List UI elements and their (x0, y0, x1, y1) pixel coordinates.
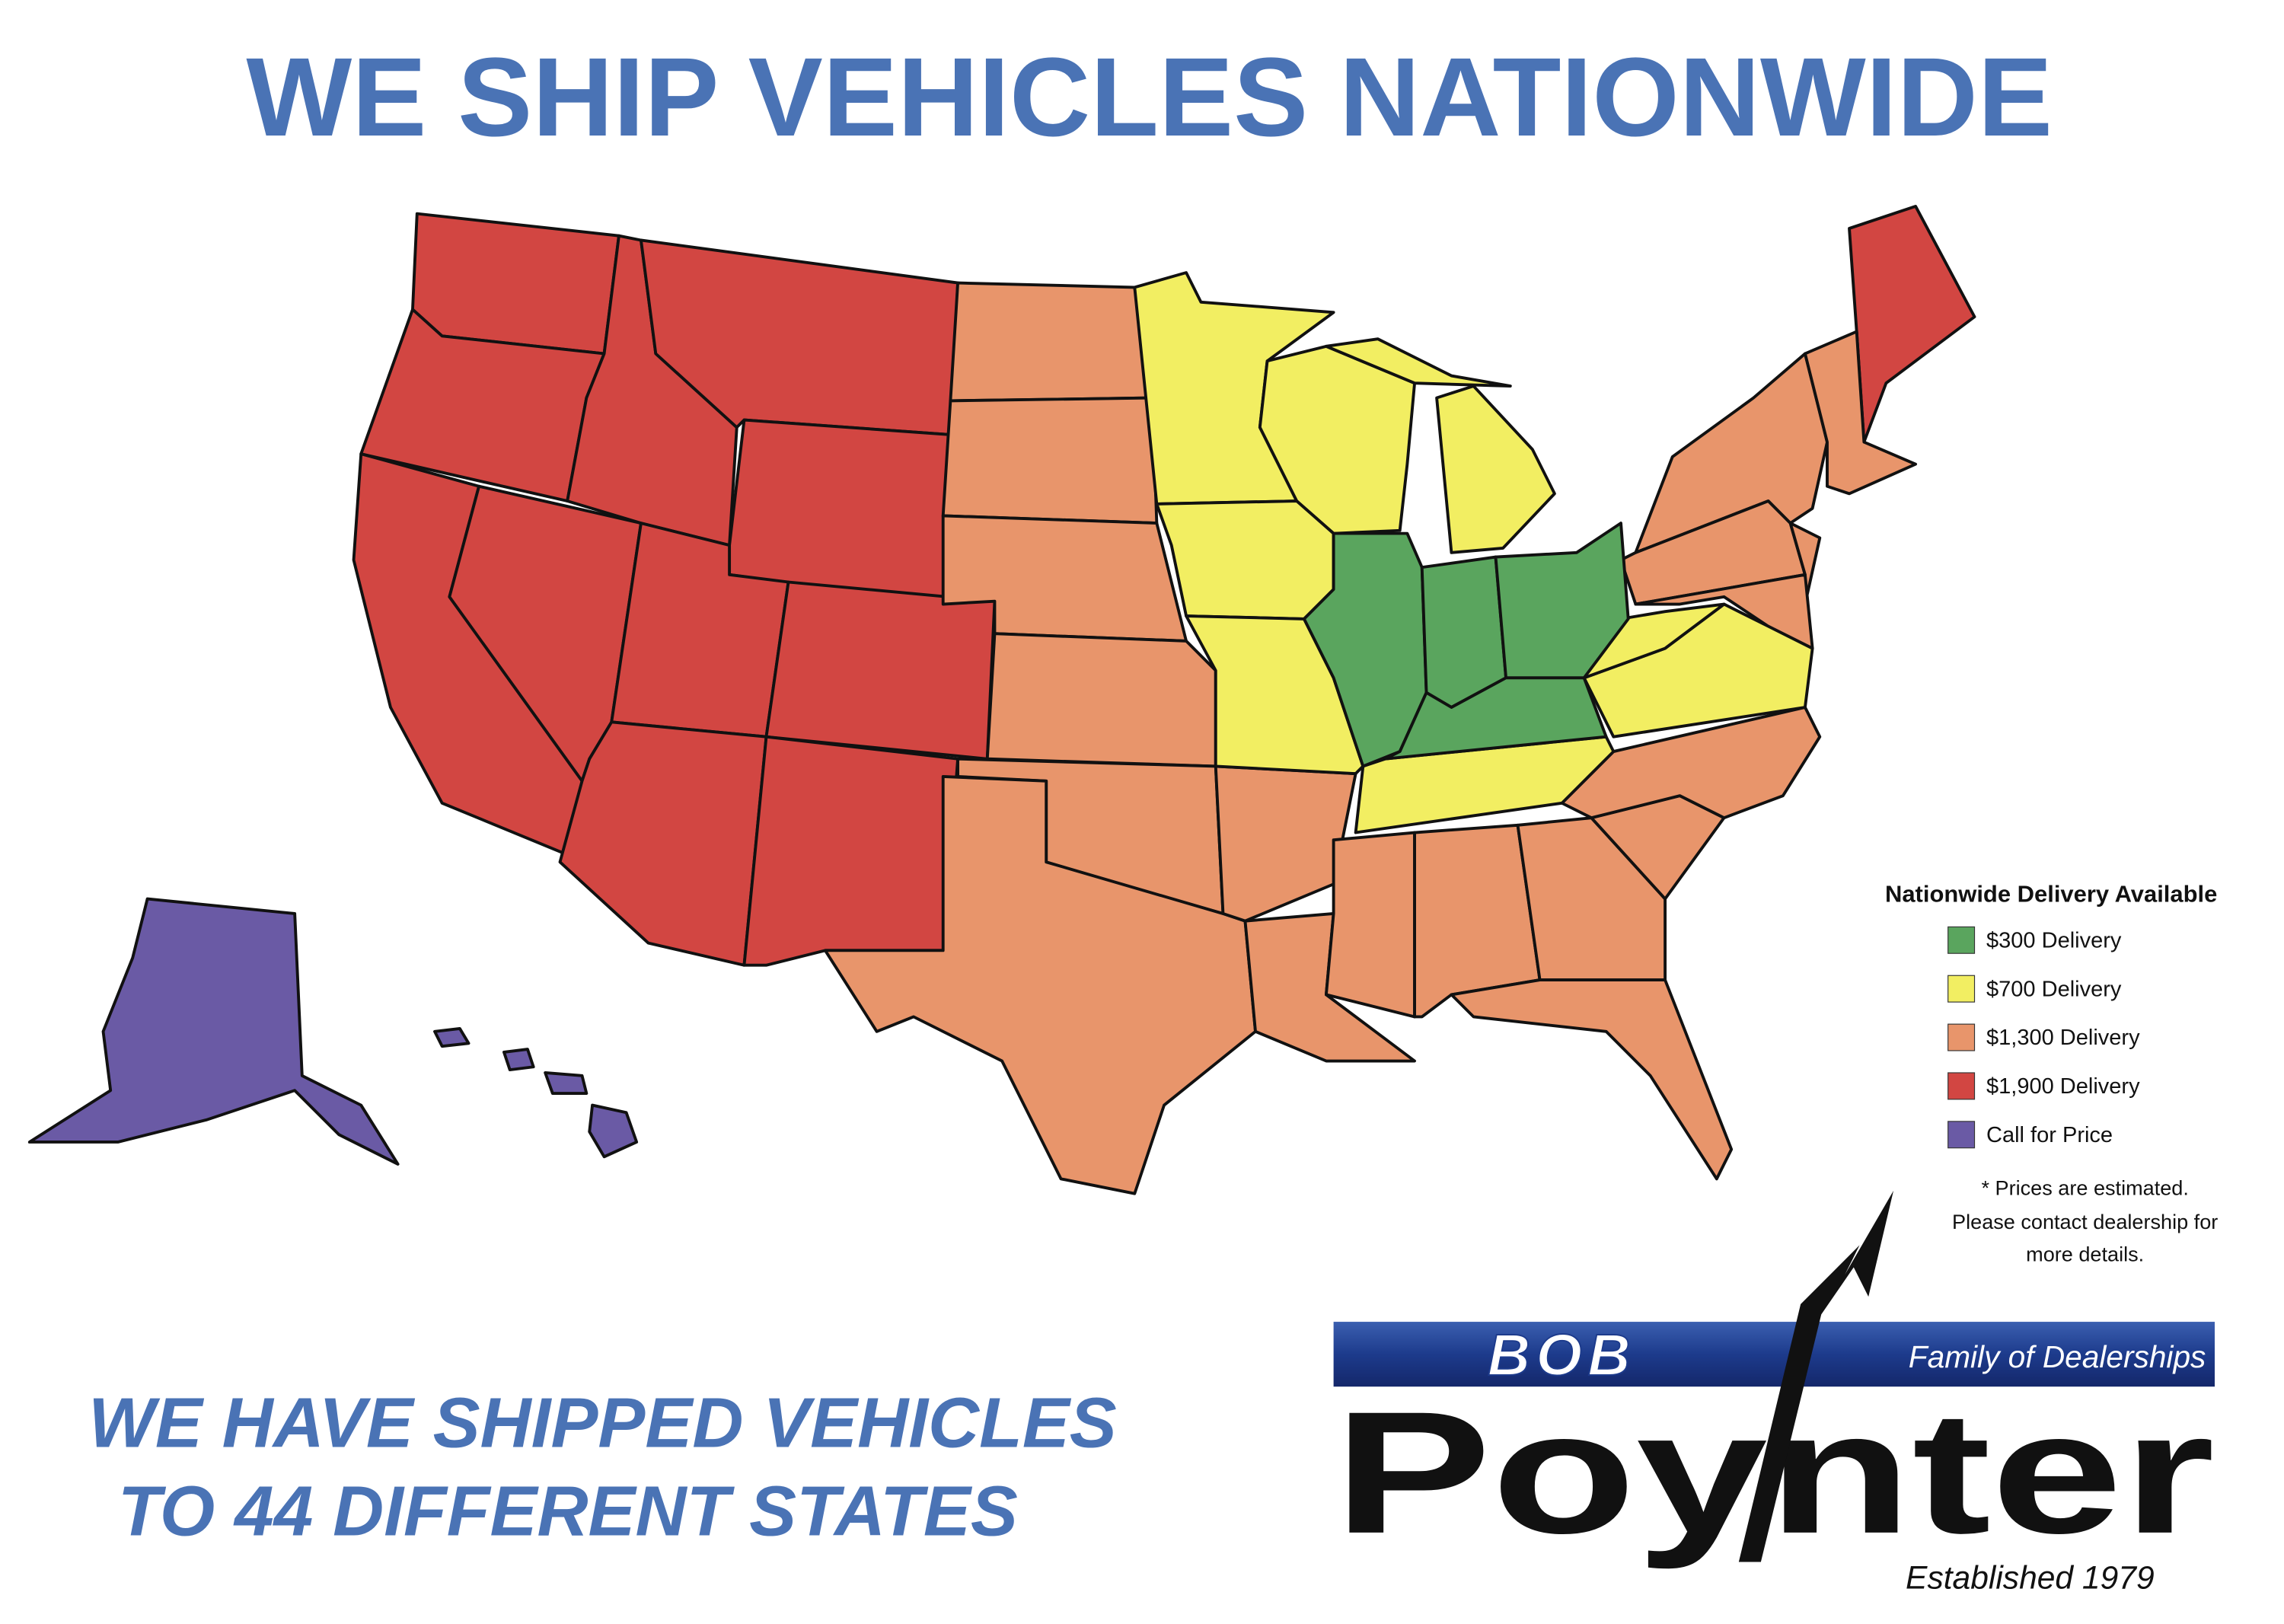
legend-swatch (1947, 1072, 1976, 1100)
state (985, 632, 1217, 768)
legend-swatch (1947, 926, 1976, 954)
legend-label: $1,900 Delivery (1986, 1074, 2140, 1099)
tagline-line: WE HAVE SHIPPED VEHICLES (88, 1383, 1117, 1463)
logo-established: Established 1979 (1906, 1559, 2155, 1596)
state (1804, 330, 1918, 496)
state (588, 1103, 639, 1159)
note-line: * Prices are estimated. (1981, 1176, 2188, 1200)
logo-arrow (1738, 1190, 1894, 1562)
state (1302, 531, 1428, 768)
state (411, 212, 620, 356)
us-map (27, 205, 1976, 1195)
legend-swatch (1947, 1121, 1976, 1149)
state (1324, 831, 1416, 1019)
state (1383, 676, 1608, 761)
state (27, 897, 400, 1166)
legend-label: Call for Price (1986, 1123, 2113, 1147)
state (764, 580, 997, 761)
legend-swatch (1947, 975, 1976, 1003)
logo-slogan: Family of Dealerships (1909, 1339, 2206, 1374)
state (1155, 499, 1335, 621)
logo-bar (1333, 1322, 2215, 1387)
state (728, 418, 952, 606)
state (1450, 978, 1734, 1181)
tagline-line: TO 44 DIFFERENT STATES (118, 1472, 1018, 1551)
state (941, 396, 1159, 525)
legend-swatch (1947, 1023, 1976, 1051)
state (433, 1026, 471, 1048)
note-line: Please contact dealership for (1952, 1210, 2218, 1233)
logo-brand: BOB (1488, 1322, 1636, 1388)
state (558, 720, 768, 967)
legend-label: $300 Delivery (1986, 928, 2122, 952)
state (1324, 337, 1512, 388)
state (544, 1071, 589, 1096)
state (949, 281, 1154, 403)
state (502, 1048, 535, 1072)
legend-label: $1,300 Delivery (1986, 1026, 2140, 1050)
legend-title: Nationwide Delivery Available (1885, 880, 2217, 907)
state (823, 775, 1257, 1195)
state (1848, 205, 1976, 444)
state (1560, 706, 1822, 820)
state (742, 735, 960, 967)
state (1435, 384, 1556, 554)
note-line: more details. (2026, 1243, 2144, 1266)
legend: $300 Delivery $700 Delivery $1,300 Deliver… (1947, 926, 2140, 1149)
legend-label: $700 Delivery (1986, 977, 2122, 1001)
title: WE SHIP VEHICLES NATIONWIDE (246, 35, 2053, 160)
logo: BOB Family of Dealerships Poynter Establ… (1333, 1190, 2215, 1596)
